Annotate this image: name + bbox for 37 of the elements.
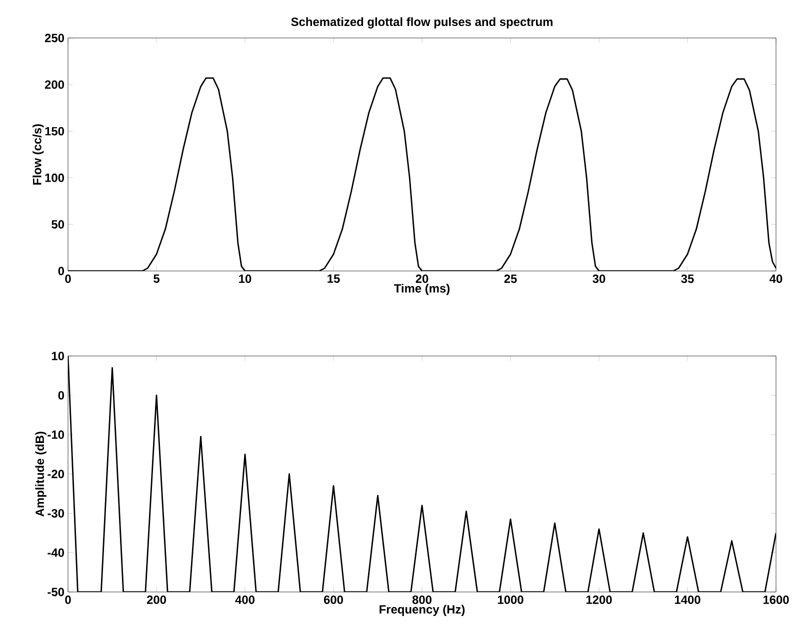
x-tick-label: 800 [412,596,432,604]
x-tick-label: 600 [324,596,343,604]
y-axis-title: Amplitude (dB) [35,432,46,517]
y-tick-label: 10 [52,352,64,360]
x-tick-label: 5 [154,274,160,283]
x-axis-title: Time (ms) [394,284,450,295]
x-tick-label: 40 [770,274,782,283]
x-tick-label: 1600 [763,596,789,604]
x-tick-label: 0 [65,274,71,283]
y-tick-label: -10 [48,430,64,439]
x-tick-label: 200 [146,596,166,604]
x-tick-label: 30 [592,274,606,283]
y-tick-label: 0 [58,266,64,276]
y-tick-label: -40 [48,548,64,557]
y-tick-label: 100 [45,174,64,182]
x-tick-label: 15 [328,274,340,283]
y-tick-label: -50 [48,588,64,596]
x-axis-title: Frequency (Hz) [380,604,465,616]
x-tick-label: 1200 [586,596,612,604]
y-tick-label: -30 [48,509,64,518]
x-tick-label: 1000 [498,596,524,604]
x-tick-label: 10 [239,274,252,283]
y-tick-label: -20 [48,470,64,478]
x-tick-label: 35 [681,274,694,283]
y-tick-label: 250 [44,34,64,42]
x-tick-label: 400 [235,596,254,604]
x-tick-label: 0 [65,596,71,604]
x-tick-label: 25 [504,274,517,283]
chart-title: Schematized glottal flow pulses and spectrum [291,17,552,28]
y-tick-label: 0 [58,391,64,400]
y-tick-label: 150 [45,126,64,136]
line-series [68,356,776,592]
y-tick-label: 50 [52,220,64,229]
y-tick-label: 200 [44,80,64,89]
x-tick-label: 1400 [674,596,700,604]
y-axis-title: Flow (cc/s) [32,124,44,185]
x-tick-label: 20 [416,274,428,283]
